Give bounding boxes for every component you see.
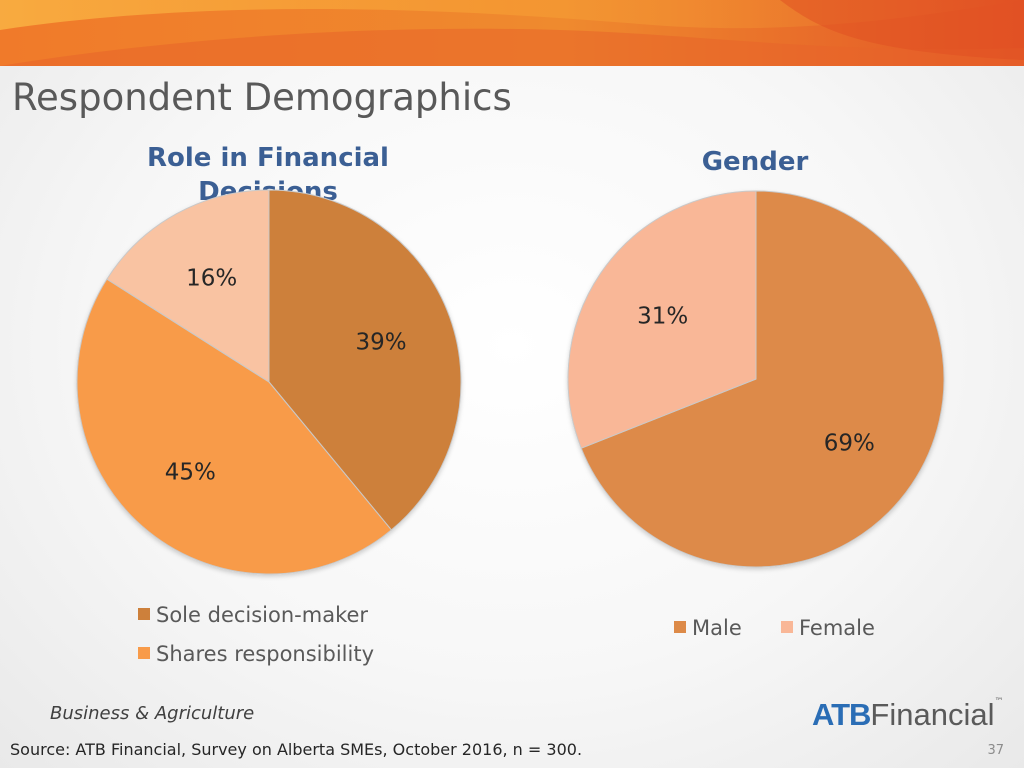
atb-financial-logo: ATBFinancial™ [812,697,1004,732]
source-note: Source: ATB Financial, Survey on Alberta… [10,740,583,759]
pie-gender [567,190,945,568]
pie-role [76,189,462,575]
header-banner [0,0,1024,66]
legend-swatch [781,621,793,633]
data-label-sole-decision-maker: 39% [355,330,406,356]
chart-title-role-line1: Role in Financial [147,143,389,173]
legend-item-female: Female [781,616,875,640]
data-label-shares-responsibility: 45% [165,459,216,485]
page-number: 37 [987,743,1004,758]
chart-title-gender-line1: Gender [701,147,809,177]
slice-other [106,189,270,383]
data-label-other: 16% [186,266,237,292]
data-label-female: 31% [637,304,688,330]
legend-swatch [138,608,150,620]
slice-female [567,190,757,449]
slice-sole-decision-maker [268,189,462,531]
slide-title: Respondent Demographics [12,76,512,119]
data-label-male: 69% [824,430,875,456]
legend-swatch [674,621,686,633]
legend-item-sole-decision-maker: Sole decision-maker [138,603,368,627]
slice-shares-responsibility [76,278,393,575]
pie-labels: 39% 45% 16% 69% 31% [165,266,875,486]
legend-item-male: Male [674,616,742,640]
slice-male [580,190,945,568]
chart-title-gender: Gender [655,145,855,179]
footer-business-unit: Business & Agriculture [50,703,255,724]
legend-swatch [138,647,150,659]
legend-item-shares-responsibility: Shares responsibility [138,642,374,666]
